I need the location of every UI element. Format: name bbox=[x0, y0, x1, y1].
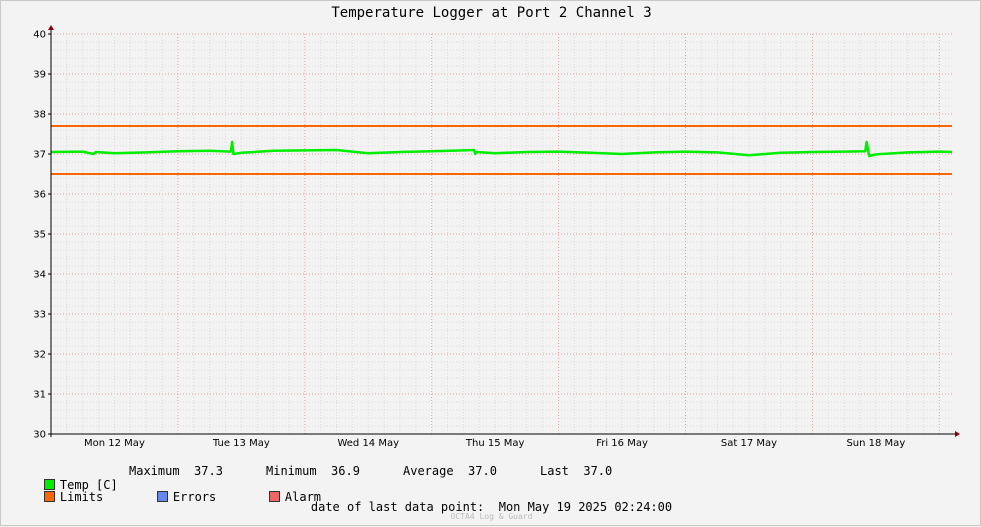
legend-swatch-limits bbox=[43, 491, 55, 502]
x-tick-label: Thu 15 May bbox=[465, 438, 525, 449]
legend-limits: Limits bbox=[15, 476, 103, 518]
stat-maximum: Maximum 37.3 bbox=[129, 464, 223, 478]
stat-minimum: Minimum 36.9 bbox=[266, 464, 360, 478]
legend-label-limits: Limits bbox=[59, 490, 104, 504]
limit-lines bbox=[51, 125, 952, 175]
stat-maximum-value: 37.3 bbox=[194, 464, 223, 478]
y-tick-label: 40 bbox=[33, 30, 46, 41]
stat-last-label: Last bbox=[540, 464, 569, 478]
last-point-label: date of last data point: bbox=[310, 500, 485, 514]
x-tick-label: Sun 18 May bbox=[846, 438, 905, 449]
legend-alarm: Alarm bbox=[240, 476, 321, 518]
y-tick-label: 38 bbox=[33, 110, 46, 121]
series-layer bbox=[50, 140, 953, 158]
legend-errors: Errors bbox=[128, 476, 216, 518]
legend-temp: Temp [C] bbox=[15, 464, 118, 506]
y-tick-label: 34 bbox=[33, 270, 46, 281]
last-point-value: Mon May 19 2025 02:24:00 bbox=[498, 500, 673, 514]
stat-last-value: 37.0 bbox=[583, 464, 613, 478]
y-tick-label: 36 bbox=[33, 190, 46, 201]
x-tick-label: Wed 14 May bbox=[337, 438, 399, 449]
legend-swatch-alarm bbox=[268, 491, 280, 502]
temperature-line bbox=[50, 140, 953, 158]
y-tick-label: 35 bbox=[33, 230, 46, 241]
tick-labels: 30 31 32 33 34 35 36 37 38 39 40 Mon 12 May Tue 13 M… bbox=[33, 30, 905, 450]
stat-last: Last 37.0 bbox=[540, 464, 612, 478]
legend-label-alarm: Alarm bbox=[284, 490, 322, 504]
stat-maximum-label: Maximum bbox=[129, 464, 180, 478]
y-tick-label: 39 bbox=[33, 70, 46, 81]
y-tick-label: 37 bbox=[33, 150, 46, 161]
x-tick-label: Tue 13 May bbox=[212, 438, 270, 449]
legend-swatch-errors bbox=[156, 491, 168, 502]
legend-label-temp: Temp [C] bbox=[59, 478, 118, 492]
x-tick-label: Sat 17 May bbox=[721, 438, 777, 449]
legend-label-errors: Errors bbox=[172, 490, 217, 504]
axes bbox=[48, 25, 960, 437]
stat-average: Average 37.0 bbox=[403, 464, 497, 478]
grid bbox=[50, 33, 952, 435]
y-axis-arrow bbox=[48, 25, 54, 30]
stat-average-label: Average bbox=[403, 464, 454, 478]
y-tick-label: 32 bbox=[33, 350, 46, 361]
stat-minimum-label: Minimum bbox=[266, 464, 317, 478]
stat-minimum-value: 36.9 bbox=[331, 464, 360, 478]
x-axis-arrow bbox=[955, 431, 960, 437]
stat-average-value: 37.0 bbox=[468, 464, 497, 478]
x-tick-label: Fri 16 May bbox=[596, 438, 648, 449]
y-tick-label: 30 bbox=[33, 430, 46, 441]
chart-title: Temperature Logger at Port 2 Channel 3 bbox=[331, 5, 652, 21]
x-tick-label: Mon 12 May bbox=[84, 438, 145, 449]
y-tick-label: 31 bbox=[33, 390, 46, 401]
legend-swatch-temp bbox=[43, 479, 55, 490]
last-data-point: date of last data point: Mon May 19 2025… bbox=[1, 500, 981, 514]
y-tick-label: 33 bbox=[33, 310, 46, 321]
credit-text: OCTA4 Log & Guard bbox=[450, 512, 533, 521]
